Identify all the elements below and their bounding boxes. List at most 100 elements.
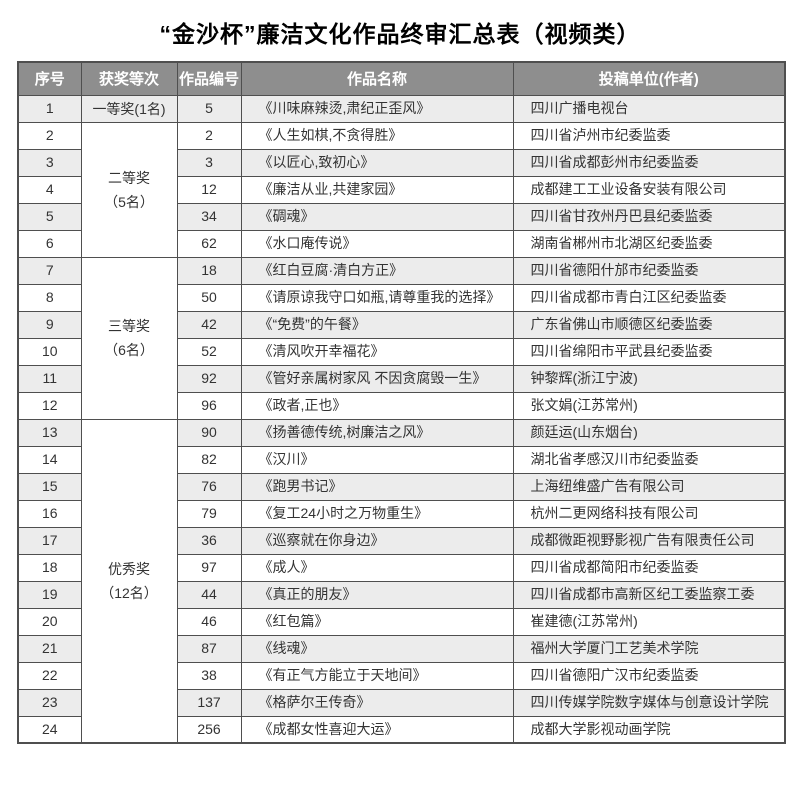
table-row: 4 12 《廉洁从业,共建家园》 成都建工工业设备安装有限公司 [17,175,786,204]
table-row: 10 52 《清风吹开幸福花》 四川省绵阳市平武县纪委监委 [17,337,786,366]
cell-work-number: 50 [176,283,242,312]
cell-serial-number: 13 [17,418,82,447]
table-row: 3 3 《以匠心,致初心》 四川省成都彭州市纪委监委 [17,148,786,177]
table-row: 16 79 《复工24小时之万物重生》 杭州二更网络科技有限公司 [17,499,786,528]
cell-submitting-unit: 杭州二更网络科技有限公司 [512,499,786,528]
cell-work-number: 87 [176,634,242,663]
cell-serial-number: 21 [17,634,82,663]
cell-work-number: 52 [176,337,242,366]
award-level-line: 优秀奖 [108,560,150,577]
cell-serial-number: 11 [17,364,82,393]
cell-work-title: 《以匠心,致初心》 [240,148,514,177]
cell-work-number: 96 [176,391,242,420]
cell-serial-number: 19 [17,580,82,609]
cell-work-number: 62 [176,229,242,258]
cell-serial-number: 9 [17,310,82,339]
cell-award-level: 三等奖 （6名） [80,256,178,420]
cell-award-level: 二等奖 （5名） [80,121,178,258]
column-header-unit: 投稿单位(作者) [512,61,786,96]
cell-work-number: 3 [176,148,242,177]
award-level-line: 三等奖 [108,318,150,334]
cell-submitting-unit: 张文娟(江苏常州) [512,391,786,420]
table-header-row: 序号 获奖等次 作品编号 作品名称 投稿单位(作者) [17,61,786,96]
cell-serial-number: 20 [17,607,82,636]
cell-submitting-unit: 福州大学厦门工艺美术学院 [512,634,786,663]
cell-serial-number: 16 [17,499,82,528]
cell-work-number: 92 [176,364,242,393]
cell-serial-number: 24 [17,715,82,744]
cell-serial-number: 3 [17,148,82,177]
cell-serial-number: 6 [17,229,82,258]
table-row: 15 76 《跑男书记》 上海纽维盛广告有限公司 [17,472,786,501]
cell-submitting-unit: 四川省绵阳市平武县纪委监委 [512,337,786,366]
cell-submitting-unit: 四川省甘孜州丹巴县纪委监委 [512,202,786,231]
cell-submitting-unit: 四川省成都市青白江区纪委监委 [512,283,786,312]
cell-submitting-unit: 广东省佛山市顺德区纪委监委 [512,310,786,339]
cell-work-number: 137 [176,688,242,717]
column-header-work-number: 作品编号 [176,61,242,96]
cell-work-number: 5 [176,94,242,123]
cell-work-title: 《管好亲属树家风 不因贪腐毁一生》 [240,364,514,393]
cell-serial-number: 18 [17,553,82,582]
cell-work-number: 256 [176,715,242,744]
cell-serial-number: 4 [17,175,82,204]
cell-submitting-unit: 四川传媒学院数字媒体与创意设计学院 [512,688,786,717]
cell-serial-number: 15 [17,472,82,501]
cell-work-title: 《线魂》 [240,634,514,663]
award-level-line: （6名） [104,342,154,358]
cell-submitting-unit: 湖南省郴州市北湖区纪委监委 [512,229,786,258]
cell-serial-number: 10 [17,337,82,366]
cell-work-title: 《水口庵传说》 [240,229,514,258]
cell-work-title: 《成都女性喜迎大运》 [240,715,514,744]
cell-work-number: 79 [176,499,242,528]
cell-submitting-unit: 成都大学影视动画学院 [512,715,786,744]
table-row: 17 36 《巡察就在你身边》 成都微距视野影视广告有限责任公司 [17,526,786,555]
cell-work-number: 36 [176,526,242,555]
cell-submitting-unit: 四川省成都市高新区纪工委监察工委 [512,580,786,609]
cell-submitting-unit: 四川省德阳什邡市纪委监委 [512,256,786,285]
cell-serial-number: 2 [17,121,82,150]
cell-submitting-unit: 崔建德(江苏常州) [512,607,786,636]
cell-work-title: 《真正的朋友》 [240,580,514,609]
cell-submitting-unit: 湖北省孝感汉川市纪委监委 [512,445,786,474]
cell-work-title: 《红包篇》 [240,607,514,636]
cell-serial-number: 5 [17,202,82,231]
table-row: 8 50 《请原谅我守口如瓶,请尊重我的选择》 四川省成都市青白江区纪委监委 [17,283,786,312]
cell-submitting-unit: 四川省泸州市纪委监委 [512,121,786,150]
table-row: 7 三等奖 （6名） 18 《红白豆腐·清白方正》 四川省德阳什邡市纪委监委 [17,256,786,420]
cell-submitting-unit: 钟黎辉(浙江宁波) [512,364,786,393]
table-row: 20 46 《红包篇》 崔建德(江苏常州) [17,607,786,636]
cell-serial-number: 8 [17,283,82,312]
cell-serial-number: 1 [17,94,82,123]
cell-work-title: 《跑男书记》 [240,472,514,501]
table-row: 2 二等奖 （5名） 2 《人生如棋,不贪得胜》 四川省泸州市纪委监委 [17,121,786,258]
table-row: 24 256 《成都女性喜迎大运》 成都大学影视动画学院 [17,715,786,744]
cell-work-title: 《汉川》 [240,445,514,474]
table-row: 13 优秀奖 （12名） 90 《扬善德传统,树廉洁之风》 颜廷运(山东烟台) [17,418,786,744]
cell-award-level: 一等奖(1名) [80,94,178,123]
cell-work-number: 44 [176,580,242,609]
cell-work-title: 《巡察就在你身边》 [240,526,514,555]
cell-work-title: 《“免费”的午餐》 [240,310,514,339]
cell-submitting-unit: 四川省成都简阳市纪委监委 [512,553,786,582]
cell-serial-number: 7 [17,256,82,285]
cell-work-number: 97 [176,553,242,582]
cell-work-title: 《廉洁从业,共建家园》 [240,175,514,204]
cell-serial-number: 23 [17,688,82,717]
cell-work-number: 38 [176,661,242,690]
cell-work-title: 《格萨尔王传奇》 [240,688,514,717]
cell-submitting-unit: 四川省德阳广汉市纪委监委 [512,661,786,690]
cell-serial-number: 14 [17,445,82,474]
award-level-line: （12名） [100,584,158,601]
cell-work-title: 《清风吹开幸福花》 [240,337,514,366]
cell-work-number: 42 [176,310,242,339]
cell-work-number: 82 [176,445,242,474]
cell-award-level: 优秀奖 （12名） [80,418,178,744]
cell-submitting-unit: 上海纽维盛广告有限公司 [512,472,786,501]
table-row: 22 38 《有正气方能立于天地间》 四川省德阳广汉市纪委监委 [17,661,786,690]
cell-serial-number: 22 [17,661,82,690]
cell-work-number: 2 [176,121,242,150]
cell-work-title: 《请原谅我守口如瓶,请尊重我的选择》 [240,283,514,312]
cell-submitting-unit: 颜廷运(山东烟台) [512,418,786,447]
